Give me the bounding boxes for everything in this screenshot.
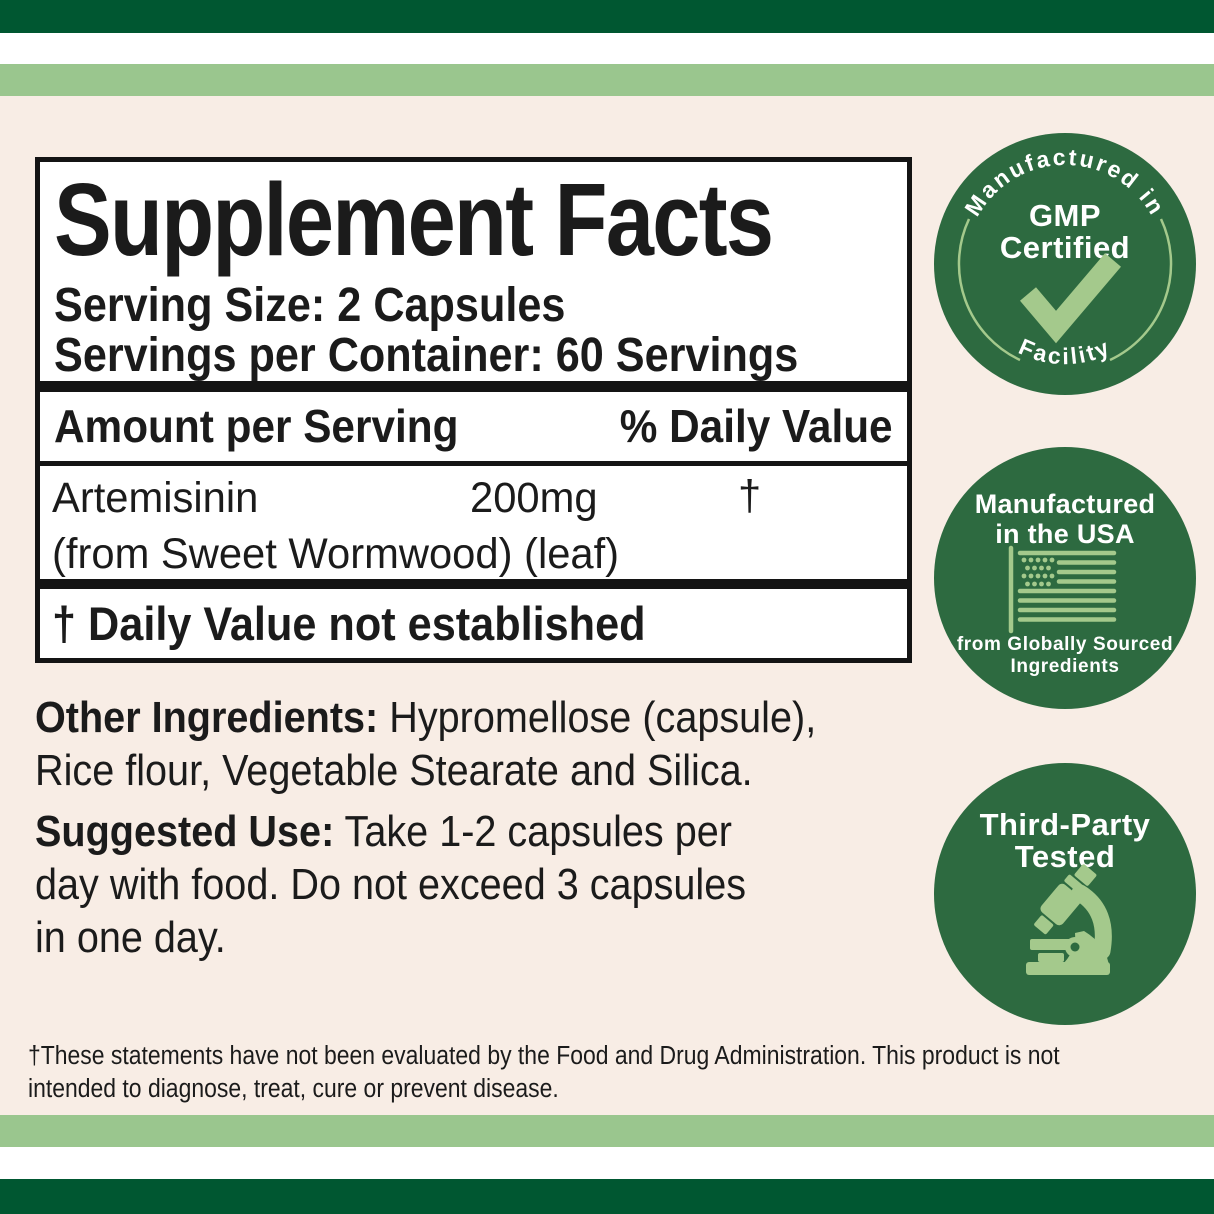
other-ingredients-label: Other Ingredients: (35, 693, 379, 742)
usa-sub-line2: Ingredients (1010, 656, 1119, 677)
suggested-use-paragraph: Suggested Use: Take 1-2 capsules per day… (35, 806, 825, 964)
facts-header-block: Supplement Facts Serving Size: 2 Capsule… (40, 162, 907, 381)
other-ingredients-line2: Rice flour, Vegetable Stearate and Silic… (35, 745, 753, 795)
daily-value-header: % Daily Value (620, 400, 893, 453)
bottom-white-stripe (0, 1147, 1214, 1179)
daily-value-footnote: † Daily Value not established (52, 596, 646, 650)
microscope-icon (1026, 864, 1112, 975)
badge-circle (934, 133, 1196, 395)
panel-title: Supplement Facts (54, 162, 774, 277)
bottom-dark-stripe (0, 1179, 1214, 1214)
ingredient-detail: (from Sweet Wormwood) (leaf) (52, 529, 620, 578)
suggested-use-line1: Suggested Use: Take 1-2 capsules per (35, 807, 732, 856)
ingredient-line1: Artemisinin 200mg † (52, 471, 895, 523)
other-ingredients-line1: Other Ingredients: Hypromellose (capsule… (35, 693, 817, 742)
ingredient-name: Artemisinin (52, 473, 259, 522)
gmp-title-line1: GMP (1029, 198, 1101, 233)
serving-size-line: Serving Size: 2 Capsules (54, 278, 566, 332)
ingredient-row: Artemisinin 200mg † (from Sweet Wormwood… (40, 466, 907, 579)
ingredient-dv-symbol: † (738, 471, 762, 520)
supplement-facts-panel: Supplement Facts Serving Size: 2 Capsule… (35, 157, 912, 663)
bottom-light-stripe (0, 1115, 1214, 1147)
disclaimer-line1: †These statements have not been evaluate… (28, 1042, 1060, 1070)
disclaimer-line2: intended to diagnose, treat, cure or pre… (28, 1075, 559, 1104)
badge-ring-arc (1109, 218, 1173, 362)
suggested-use-line2: day with food. Do not exceed 3 capsules (35, 859, 747, 909)
gmp-certified-badge: Manufactured in GMP Certified Facility (934, 133, 1196, 395)
flag-stars (1021, 557, 1055, 587)
usa-sub-line1: from Globally Sourced (957, 634, 1173, 655)
ingredient-amount: 200mg (470, 473, 598, 522)
tested-title-line2: Tested (1015, 839, 1116, 874)
panel-title-row: Supplement Facts (54, 162, 893, 277)
servings-per-container-line: Servings per Container: 60 Servings (54, 328, 799, 382)
usa-flag-icon (1008, 545, 1117, 634)
divider-thin (40, 460, 907, 466)
tested-title-line1: Third-Party (980, 807, 1151, 842)
top-dark-stripe (0, 0, 1214, 33)
divider-thick (40, 380, 907, 392)
divider-thick (40, 578, 907, 589)
suggested-use-label: Suggested Use: (35, 807, 335, 856)
third-party-tested-badge: Third-Party Tested (934, 763, 1196, 1025)
facts-column-header: Amount per Serving % Daily Value (40, 392, 907, 461)
made-in-usa-badge: Manufactured in the USA from Globally So… (934, 447, 1196, 709)
badge-ring-arc (957, 218, 1021, 362)
usa-title-line1: Manufactured (975, 489, 1156, 519)
top-light-stripe (0, 64, 1214, 96)
top-white-stripe (0, 33, 1214, 64)
badge-circle (934, 447, 1196, 709)
fda-disclaimer: †These statements have not been evaluate… (28, 1040, 1174, 1106)
amount-per-serving-header: Amount per Serving (54, 400, 459, 453)
checkmark-icon (1019, 253, 1121, 344)
other-ingredients-paragraph: Other Ingredients: Hypromellose (capsule… (35, 692, 903, 798)
suggested-use-line3: in one day. (35, 912, 226, 962)
usa-title-line2: in the USA (995, 519, 1135, 549)
